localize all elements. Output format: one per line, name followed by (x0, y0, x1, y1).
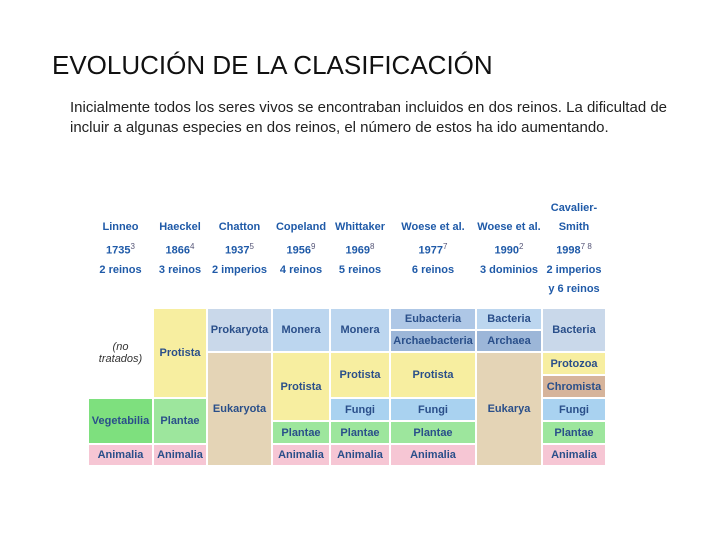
kingdoms: 2 reinos (99, 263, 142, 276)
column-header: Woese et al. 19902 3 dominios (476, 190, 542, 308)
table-cell: Plantae (542, 421, 606, 444)
table-cell: Eubacteria (390, 308, 476, 330)
year: 18664 (166, 237, 195, 261)
author: Copeland (275, 221, 327, 234)
table-cell: Fungi (390, 398, 476, 421)
column-header: Whittaker 19698 5 reinos (330, 190, 390, 308)
table-cell: Plantae (272, 421, 330, 444)
year-value: 1998 (556, 244, 581, 257)
year-value: 1735 (106, 244, 131, 257)
table-cell: Animalia (272, 444, 330, 466)
author: Whittaker (334, 221, 386, 234)
table-cell: Monera (330, 308, 390, 352)
table-cell: Animalia (542, 444, 606, 466)
table-cell: Fungi (542, 398, 606, 421)
author: Woese et al. (401, 221, 465, 234)
year-value: 1969 (345, 244, 371, 257)
year-value: 1956 (286, 244, 312, 257)
reference: 3 (130, 242, 135, 252)
year: 17353 (106, 237, 135, 261)
year-value: 1937 (225, 244, 250, 257)
year-value: 1990 (494, 244, 520, 257)
table-cell: Chromista (542, 375, 606, 398)
kingdoms: 2 imperios (211, 263, 268, 276)
table-cell: Prokaryota (207, 308, 272, 352)
year: 19777 (419, 237, 448, 261)
table-cell: Archaea (476, 330, 542, 352)
year: 19698 (346, 237, 375, 261)
reference: 5 (249, 242, 254, 252)
kingdoms: 4 reinos (279, 263, 323, 276)
table-cell: Protista (330, 352, 390, 398)
reference: 8 (370, 242, 375, 252)
table-cell: Plantae (330, 421, 390, 444)
classification-table: Linneo 17353 2 reinos Haeckel 18664 3 reinos C… (88, 190, 606, 466)
reference: 7 8 (580, 242, 592, 252)
kingdoms: 3 dominios (479, 263, 539, 276)
table-cell: Vegetabilia (88, 398, 153, 444)
author: Cavalier-Smith (550, 202, 598, 234)
table-cell: Animalia (88, 444, 153, 466)
year: 19375 (225, 237, 254, 261)
year: 19569 (287, 237, 316, 261)
reference: 9 (311, 242, 316, 252)
column-header: Woese et al. 19777 6 reinos (390, 190, 476, 308)
year: 19902 (495, 237, 524, 261)
column-header: Chatton 19375 2 imperios (207, 190, 272, 308)
table-cell: (no tratados) (88, 308, 153, 398)
table-cell: Plantae (390, 421, 476, 444)
table-cell: Monera (272, 308, 330, 352)
year-value: 1866 (165, 244, 191, 257)
year-value: 1977 (418, 244, 444, 257)
kingdoms: 2 imperios y 6 reinos (546, 263, 602, 295)
table-cell: Protista (153, 308, 207, 398)
column-header: Copeland 19569 4 reinos (272, 190, 330, 308)
table-cell: Bacteria (476, 308, 542, 330)
intro-text: Inicialmente todos los seres vivos se en… (70, 99, 668, 136)
table-cell: Bacteria (542, 308, 606, 352)
year: 19987 8 (556, 237, 592, 261)
table-cell: Animalia (330, 444, 390, 466)
reference: 2 (519, 242, 524, 252)
slide-title: EVOLUCIÓN DE LA CLASIFICACIÓN (52, 50, 493, 80)
table-cell: Animalia (153, 444, 207, 466)
kingdoms: 3 reinos (158, 263, 202, 276)
table-cell: Protozoa (542, 352, 606, 375)
column-header: Linneo 17353 2 reinos (88, 190, 153, 308)
table-cell: Plantae (153, 398, 207, 444)
author: Linneo (102, 221, 139, 234)
table-cell: Fungi (330, 398, 390, 421)
column-header: Haeckel 18664 3 reinos (153, 190, 207, 308)
table-cell: Protista (390, 352, 476, 398)
table-cell: Protista (272, 352, 330, 421)
table-cell: Archaebacteria (390, 330, 476, 352)
reference: 7 (443, 242, 448, 252)
table-cell: Eukaryota (207, 352, 272, 466)
author: Haeckel (159, 221, 201, 234)
kingdoms: 5 reinos (338, 263, 382, 276)
author: Woese et al. (477, 221, 541, 234)
table-cell: Animalia (390, 444, 476, 466)
table-cell: Eukarya (476, 352, 542, 466)
author: Chatton (218, 221, 261, 234)
kingdoms: 6 reinos (411, 263, 455, 276)
reference: 4 (190, 242, 195, 252)
